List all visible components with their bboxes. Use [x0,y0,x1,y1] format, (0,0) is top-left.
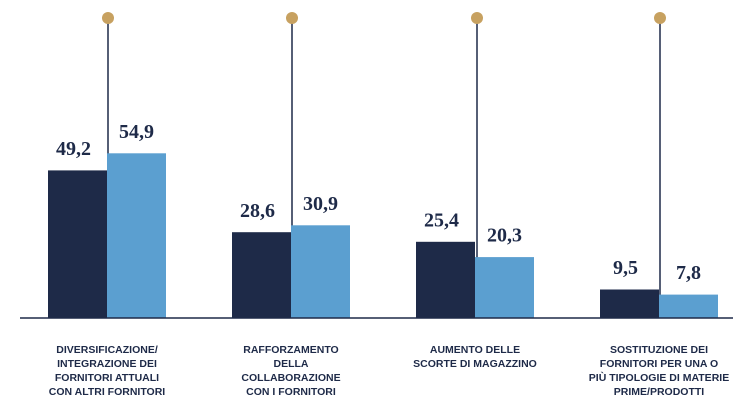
bar [107,153,166,318]
category-label: CON I FORNITORI [246,386,336,398]
dots [102,12,666,24]
category-label: PIÙ TIPOLOGIE DI MATERIE [589,371,729,384]
category-label: DELLA [274,358,309,370]
bar [48,170,107,318]
value-label: 25,4 [424,209,459,231]
category-label: AUMENTO DELLE [430,344,520,356]
bar [291,225,350,318]
bar [232,232,291,318]
category-label: DIVERSIFICAZIONE/ [56,344,158,356]
category-label: CON ALTRI FORNITORI [49,386,166,398]
dot [471,12,483,24]
category-label: SCORTE DI MAGAZZINO [413,358,537,370]
bar [475,257,534,318]
category-label: FORNITORI ATTUALI [55,372,159,384]
category-label: INTEGRAZIONE DEI [57,358,157,370]
bar [659,294,718,318]
value-label: 49,2 [56,138,91,160]
dot [654,12,666,24]
bar [416,241,475,318]
category-label: PRIME/PRODOTTI [614,386,705,398]
value-label: 54,9 [119,121,154,143]
category-label: SOSTITUZIONE DEI [610,344,708,356]
value-label: 30,9 [303,193,338,215]
category-label: FORNITORI PER UNA O [600,358,718,370]
decor [107,18,661,318]
dot [286,12,298,24]
value-label: 7,8 [676,262,701,284]
value-label: 9,5 [613,257,638,279]
value-label: 20,3 [487,225,522,247]
category-label: COLLABORAZIONE [241,372,340,384]
value-label: 28,6 [240,200,275,222]
category-label: RAFFORZAMENTO [243,344,338,356]
dot [102,12,114,24]
bar [600,289,659,318]
